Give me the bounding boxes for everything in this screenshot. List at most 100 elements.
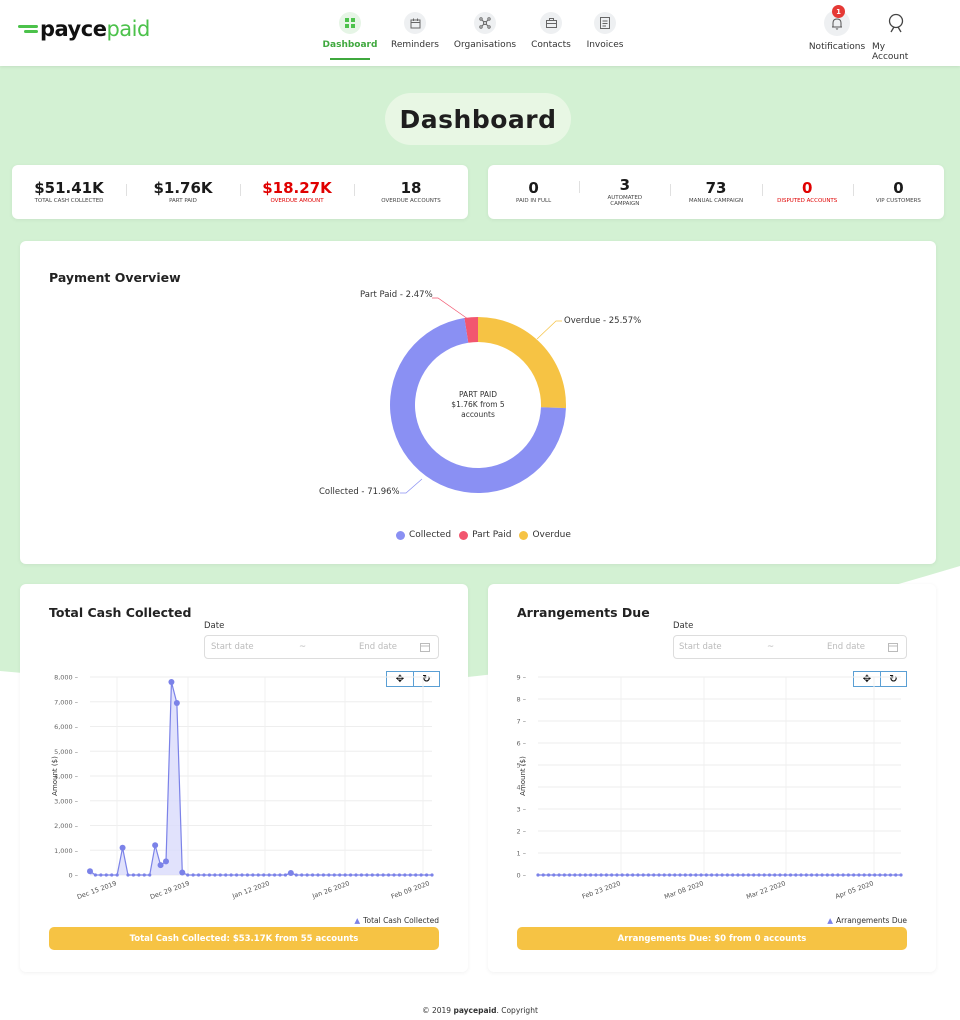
stat-label: MANUAL CAMPAIGN — [688, 197, 744, 204]
data-point — [788, 873, 793, 877]
data-point — [799, 873, 803, 877]
data-point — [694, 873, 698, 877]
data-point — [804, 873, 808, 877]
legend-collected[interactable]: Collected — [409, 530, 452, 540]
data-point — [267, 873, 271, 877]
data-point — [604, 873, 608, 877]
copyright: © 2019 paycepaid. Copyright — [0, 1006, 960, 1015]
data-point — [625, 873, 630, 877]
data-point — [251, 873, 255, 877]
date-range-picker[interactable]: Start date ~ End date — [204, 635, 439, 659]
x-tick-label: Feb 09 2020 — [390, 879, 431, 900]
reset-button[interactable]: ↻ — [880, 672, 906, 686]
date-range-picker[interactable]: Start date ~ End date — [673, 635, 907, 659]
x-tick-label: Jan 12 2020 — [230, 879, 270, 900]
x-tick-label: Apr 05 2020 — [834, 879, 875, 900]
document-icon — [594, 12, 616, 34]
stat-value: 0 — [528, 178, 539, 197]
data-point — [678, 873, 682, 877]
legend-part-paid[interactable]: Part Paid — [472, 530, 512, 540]
nav-dashboard[interactable]: Dashboard — [322, 12, 378, 50]
stat-value: 0 — [801, 178, 813, 197]
data-point — [715, 873, 719, 877]
network-icon — [474, 12, 496, 34]
y-tick-label: 3 – — [517, 806, 526, 814]
data-point — [736, 873, 740, 877]
nav-notifications[interactable]: 1 Notifications — [809, 5, 865, 62]
data-point — [573, 873, 577, 877]
data-point — [704, 873, 708, 877]
data-point — [126, 873, 130, 877]
x-tick-label: Dec 15 2019 — [76, 879, 118, 901]
x-tick-label: Dec 29 2019 — [149, 879, 191, 901]
calendar-icon — [404, 12, 426, 34]
data-point — [699, 873, 703, 877]
leader-collected — [400, 478, 423, 494]
data-point — [757, 873, 761, 877]
data-point — [245, 873, 250, 877]
stat-disputed-accounts: 0 DISPUTED ACCOUNTS — [761, 178, 853, 205]
data-point — [620, 873, 624, 877]
y-tick-label: 8 – — [517, 696, 526, 704]
stat-overdue-accounts: 18 OVERDUE ACCOUNTS — [354, 179, 468, 205]
calendar-icon[interactable] — [420, 642, 430, 655]
reset-button[interactable]: ↻ — [413, 672, 439, 686]
logo[interactable]: payce paid — [18, 17, 150, 41]
data-point — [641, 873, 645, 877]
notification-badge: 1 — [832, 5, 845, 18]
data-point — [321, 873, 326, 877]
date-label: Date — [204, 621, 225, 631]
nav-organisations[interactable]: Organisations — [452, 12, 518, 50]
data-point — [305, 873, 309, 877]
nav-invoices[interactable]: Invoices — [584, 12, 626, 50]
data-point — [636, 873, 640, 877]
start-date-input[interactable]: Start date — [211, 642, 254, 652]
data-point — [725, 873, 729, 877]
data-point — [657, 873, 661, 877]
series-legend[interactable]: ▲ Arrangements Due — [827, 916, 907, 925]
legend-overdue[interactable]: Overdue — [532, 530, 571, 540]
data-point — [414, 873, 418, 877]
data-point — [541, 873, 545, 877]
data-point — [610, 873, 614, 877]
data-point — [688, 873, 693, 877]
data-point — [262, 873, 266, 877]
series-line — [89, 681, 432, 876]
data-point — [163, 858, 169, 865]
move-button[interactable]: ✥ — [862, 673, 872, 685]
data-point — [287, 870, 294, 877]
data-point — [820, 873, 824, 877]
move-button[interactable]: ✥ — [395, 673, 405, 685]
data-point — [583, 873, 587, 877]
donut-legend: Collected Part Paid Overdue — [388, 530, 571, 540]
start-date-input[interactable]: Start date — [679, 642, 722, 652]
nav-contacts[interactable]: Contacts — [527, 12, 575, 50]
total-cash-card: Total Cash Collected Date Start date ~ E… — [20, 584, 468, 972]
data-point — [213, 873, 217, 877]
end-date-input[interactable]: End date — [359, 642, 398, 652]
y-tick-label: 9 – — [517, 674, 526, 682]
data-point — [599, 873, 603, 877]
series-legend[interactable]: ▲ Total Cash Collected — [354, 916, 439, 925]
y-tick-label: 2,000 – — [54, 822, 78, 830]
chart-toolbar: ✥ ↻ — [386, 671, 440, 687]
data-point — [752, 873, 756, 877]
data-point — [142, 873, 146, 877]
x-tick-label: Jan 26 2020 — [310, 879, 350, 900]
calendar-icon[interactable] — [888, 642, 898, 655]
y-axis-label: Amount ($) — [51, 756, 59, 796]
stats-card-right: 0 PAID IN FULL 3 AUTOMATED CAMPAIGN 73 M… — [488, 165, 944, 219]
y-tick-label: 0 – — [69, 872, 78, 880]
y-tick-label: 6 – — [517, 740, 526, 748]
data-point — [381, 873, 385, 877]
stat-total-cash-collected: $51.41K TOTAL CASH COLLECTED — [12, 179, 126, 205]
nav-my-account[interactable]: My Account — [872, 10, 922, 62]
end-date-input[interactable]: End date — [827, 642, 866, 652]
data-point — [115, 873, 119, 877]
y-tick-label: 3,000 – — [54, 797, 78, 805]
data-point — [615, 873, 619, 877]
briefcase-icon — [540, 12, 562, 34]
nav-reminders[interactable]: Reminders — [387, 12, 443, 50]
data-point — [809, 873, 814, 877]
date-label: Date — [673, 621, 694, 631]
